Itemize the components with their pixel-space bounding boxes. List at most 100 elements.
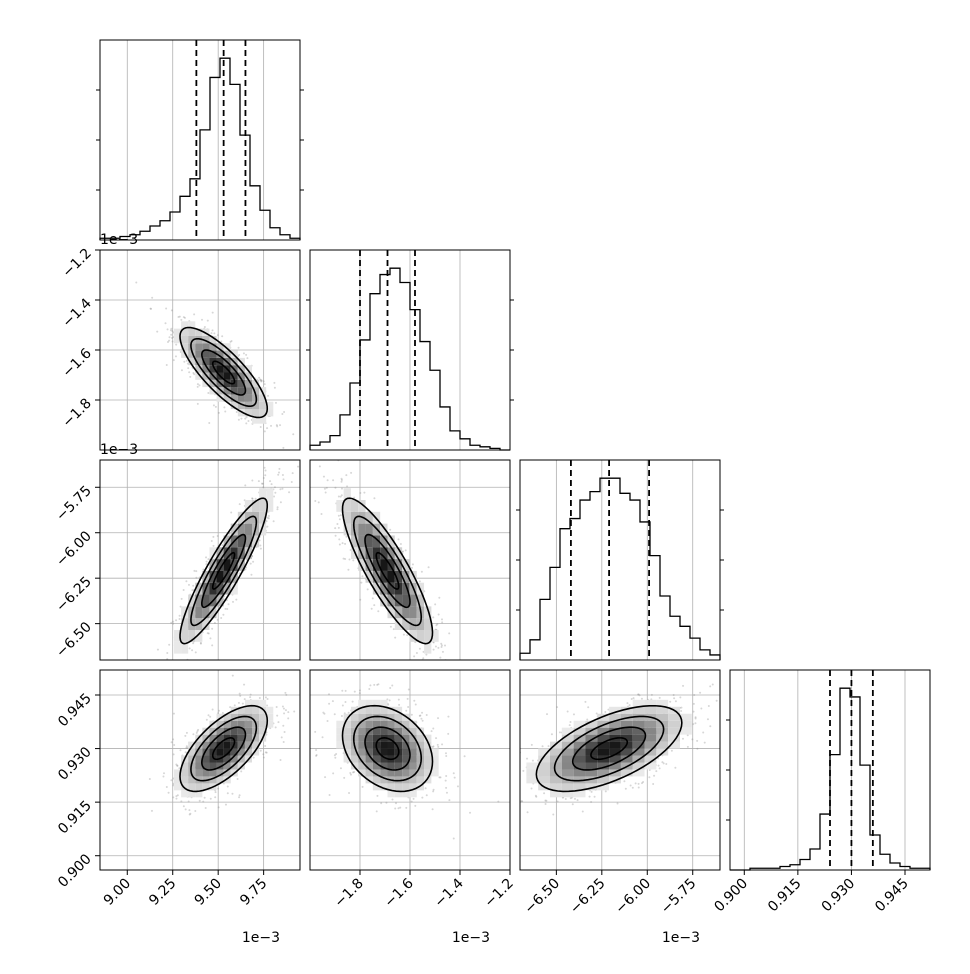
sample-point <box>173 744 175 746</box>
sample-point <box>273 495 275 497</box>
sample-point <box>259 697 261 699</box>
sample-point <box>363 492 365 494</box>
sample-point <box>350 472 352 474</box>
sample-point <box>260 750 262 752</box>
sample-point <box>266 526 268 528</box>
sample-point <box>336 523 338 525</box>
sample-point <box>638 783 640 785</box>
sample-point <box>354 691 356 693</box>
contour-line <box>536 706 681 792</box>
sample-point <box>327 479 329 481</box>
sample-point <box>211 332 213 334</box>
sample-point <box>199 800 201 802</box>
pair-panel-content <box>135 282 304 461</box>
sample-point <box>338 538 340 540</box>
sample-point <box>183 589 185 591</box>
sample-point <box>398 704 400 706</box>
x-tick-label: −6.50 <box>522 876 564 918</box>
sample-point <box>573 713 575 715</box>
sample-point <box>186 360 188 362</box>
sample-point <box>226 608 228 610</box>
sample-point <box>235 599 237 601</box>
sample-point <box>206 719 208 721</box>
sample-point <box>186 745 188 747</box>
sample-point <box>171 741 173 743</box>
sample-point <box>192 733 194 735</box>
sample-point <box>451 672 453 674</box>
sample-point <box>405 807 407 809</box>
sample-point <box>212 329 214 331</box>
sample-point <box>170 328 172 330</box>
sample-point <box>287 711 289 713</box>
sample-point <box>198 384 200 386</box>
sample-point <box>238 347 240 349</box>
sample-point <box>318 501 320 503</box>
sample-point <box>402 550 404 552</box>
sample-point <box>263 380 265 382</box>
sample-point <box>695 717 697 719</box>
sample-point <box>344 701 346 703</box>
sample-point <box>259 379 261 381</box>
sample-point <box>270 425 272 427</box>
sample-point <box>278 471 280 473</box>
sample-point <box>188 584 190 586</box>
sample-point <box>323 476 325 478</box>
sample-point <box>341 478 343 480</box>
sample-point <box>183 316 185 318</box>
sample-point <box>702 732 704 734</box>
sample-point <box>191 671 193 673</box>
sample-point <box>445 775 447 777</box>
sample-point <box>631 698 633 700</box>
sample-point <box>334 487 336 489</box>
sample-point <box>556 706 558 708</box>
sample-point <box>217 535 219 537</box>
sample-point <box>342 704 344 706</box>
sample-point <box>457 785 459 787</box>
sample-point <box>276 706 278 708</box>
sample-point <box>276 508 278 510</box>
sample-point <box>369 684 371 686</box>
sample-point <box>332 772 334 774</box>
sample-point <box>659 697 661 699</box>
sample-point <box>204 326 206 328</box>
sample-point <box>262 483 264 485</box>
sample-point <box>297 466 299 468</box>
sample-point <box>389 699 391 701</box>
sample-point <box>222 712 224 714</box>
density-cell <box>174 642 181 654</box>
density-cell <box>266 488 273 500</box>
sample-point <box>694 722 696 724</box>
sample-point <box>283 411 285 413</box>
sample-point <box>699 692 701 694</box>
sample-point <box>179 749 181 751</box>
sample-point <box>397 807 399 809</box>
sample-point <box>692 723 694 725</box>
sample-point <box>367 588 369 590</box>
sample-point <box>447 716 449 718</box>
sample-point <box>211 628 213 630</box>
sample-point <box>543 792 545 794</box>
sample-point <box>682 738 684 740</box>
sample-point <box>172 738 174 740</box>
sample-point <box>442 651 444 653</box>
x-tick-label: 9.75 <box>237 876 270 909</box>
sample-point <box>639 694 641 696</box>
sample-point <box>282 725 284 727</box>
sample-point <box>445 752 447 754</box>
sample-point <box>281 413 283 415</box>
sample-point <box>332 700 334 702</box>
sample-point <box>436 623 438 625</box>
sample-point <box>433 649 435 651</box>
sample-point <box>673 694 675 696</box>
sample-point <box>183 805 185 807</box>
sample-point <box>167 663 169 665</box>
x-tick-label: 9.25 <box>146 876 179 909</box>
sample-point <box>513 779 515 781</box>
sample-point <box>243 352 245 354</box>
sample-point <box>149 778 151 780</box>
sample-point <box>623 780 625 782</box>
sample-point <box>205 556 207 558</box>
sample-point <box>212 312 214 314</box>
sample-point <box>268 515 270 517</box>
sample-point <box>152 708 154 710</box>
